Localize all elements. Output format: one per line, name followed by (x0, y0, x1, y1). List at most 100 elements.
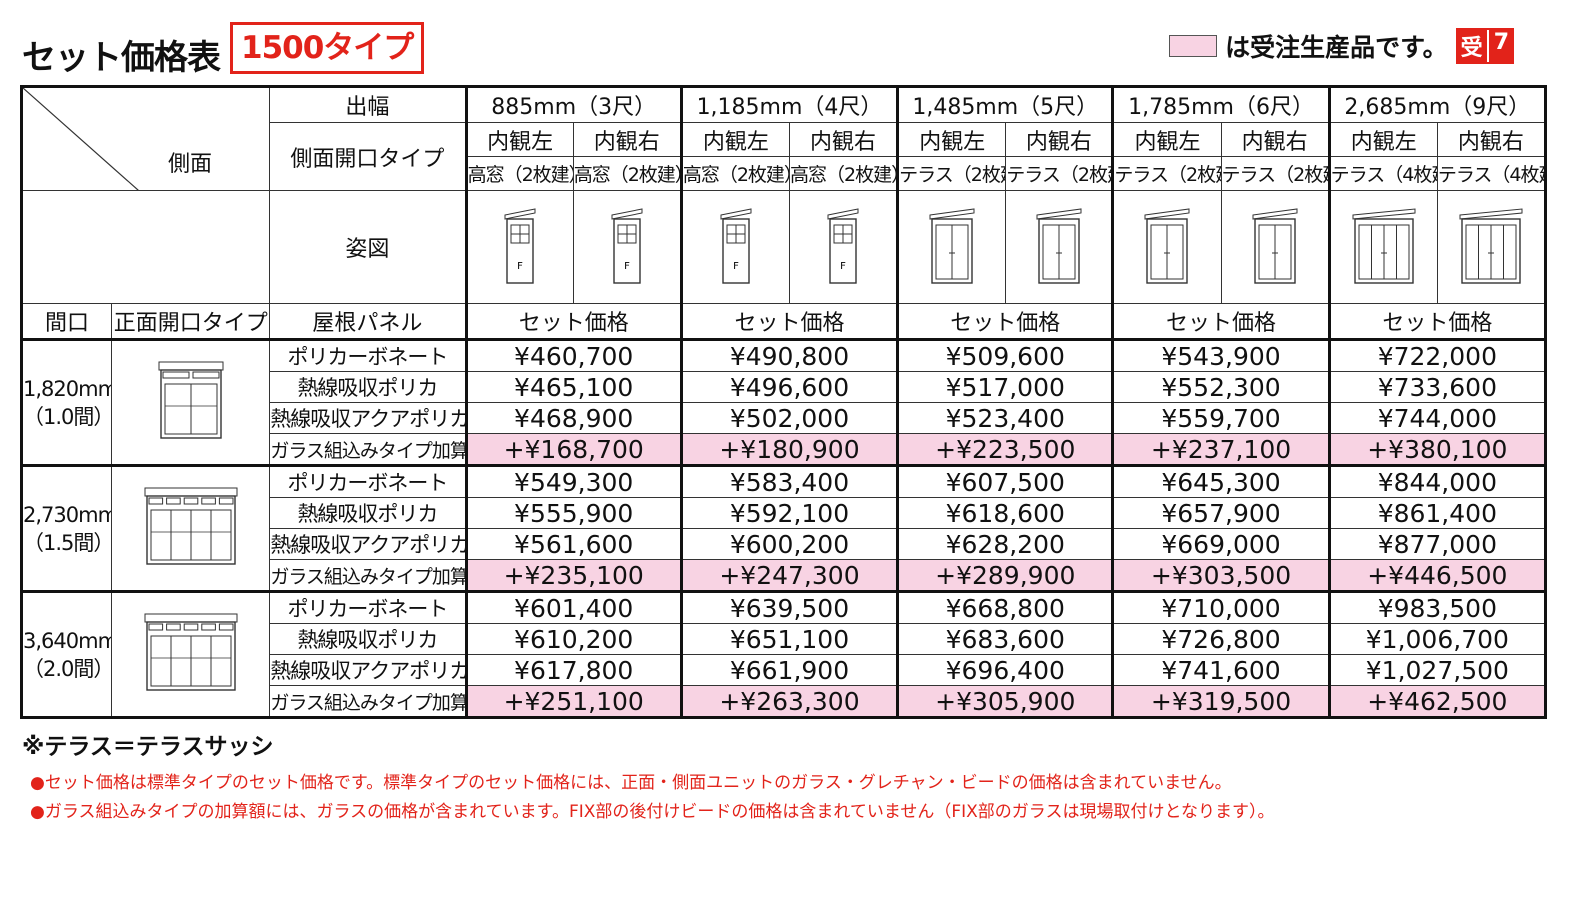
price-cell: +¥235,100 (464, 559, 682, 592)
set-price-header: セット価格 (1327, 303, 1547, 340)
front-elevation-icon (144, 487, 238, 565)
side-type-cell: テラス（2枚建） (896, 156, 1007, 191)
table-row: ガラス組込みタイプ加算額 +¥168,700 +¥180,900 +¥223,500 +… (22, 433, 1547, 466)
price-cell: ¥744,000 (1327, 402, 1547, 434)
table-row: 1,820mm （1.0間） ポリカーボネート ¥460,700 ¥490,800 ¥50… (20, 338, 1547, 466)
page-title: セット価格表 (22, 38, 221, 78)
price-cell: ¥543,900 (1111, 338, 1330, 372)
frontage-mm: 3,640mm (23, 628, 112, 653)
figure-cell (1327, 190, 1438, 304)
price-cell: ¥490,800 (679, 338, 899, 372)
footnote-1: ●セット価格は標準タイプのセット価格です。標準タイプのセット価格には、正面・側面… (30, 773, 1232, 793)
side-type-cell: 高窓（2枚建） (679, 156, 790, 191)
panel-label: 熱線吸収ポリカ (269, 623, 467, 655)
panel-label: ポリカーボネート (269, 590, 467, 624)
width-header-1: 1,185mm（4尺） (679, 86, 899, 123)
price-cell: ¥861,400 (1327, 497, 1547, 529)
terrace-note: ※テラス＝テラスサッシ (22, 734, 274, 760)
price-cell: +¥263,300 (679, 685, 899, 718)
svg-text:F: F (624, 261, 630, 272)
svg-text:F: F (733, 261, 739, 272)
mark-right: 7 (1486, 30, 1509, 62)
price-cell: ¥601,400 (464, 590, 682, 624)
table-row: 熱線吸収アクアポリカ ¥561,600 ¥600,200 ¥628,200 ¥669,0… (22, 528, 1547, 560)
side-elevation-icon (929, 208, 975, 284)
frontage-mm: 2,730mm (23, 502, 112, 527)
side-elevation-icon (1036, 208, 1082, 284)
table-row: 2,730mm （1.5間） ポリカーボネート ¥549,300 ¥583,400 ¥60… (20, 464, 1547, 592)
frontage-ken: （1.0間） (23, 404, 112, 429)
side-cell: 内観左 (679, 122, 790, 157)
panel-label: 熱線吸収アクアポリカ (269, 402, 467, 434)
price-cell: ¥555,900 (464, 497, 682, 529)
price-cell: +¥380,100 (1327, 433, 1547, 466)
panel-label: 熱線吸収アクアポリカ (269, 528, 467, 560)
price-cell: +¥251,100 (464, 685, 682, 718)
side-cell: 内観左 (1111, 122, 1222, 157)
table-row: 3,640mm （2.0間） ポリカーボネート ¥601,400 ¥639,500 ¥66… (20, 590, 1547, 718)
price-cell: ¥523,400 (896, 402, 1114, 434)
side-type-cell: テラス（2枚建） (1005, 156, 1114, 191)
front-figure-cell (111, 338, 271, 466)
figure-cell (1220, 190, 1330, 304)
frontage-cell: 1,820mm （1.0間） (20, 338, 113, 466)
price-cell: ¥610,200 (464, 623, 682, 655)
price-cell: ¥509,600 (896, 338, 1114, 372)
price-cell: ¥502,000 (679, 402, 899, 434)
price-cell: ¥561,600 (464, 528, 682, 560)
diagonal-header-cell: 側面 正面 (20, 86, 271, 191)
panel-label: ポリカーボネート (269, 464, 467, 498)
price-cell: ¥496,600 (679, 371, 899, 403)
svg-text:F: F (840, 261, 846, 272)
width-header-4: 2,685mm（9尺） (1327, 86, 1547, 123)
table-row: 熱線吸収アクアポリカ ¥617,800 ¥661,900 ¥696,400 ¥741,6… (22, 654, 1547, 686)
price-cell: +¥289,900 (896, 559, 1114, 592)
price-cell: ¥552,300 (1111, 371, 1330, 403)
figure-cell: F (679, 190, 790, 304)
price-cell: ¥1,006,700 (1327, 623, 1547, 655)
price-cell: +¥305,900 (896, 685, 1114, 718)
table-row: 熱線吸収ポリカ ¥610,200 ¥651,100 ¥683,600 ¥726,800 ¥… (22, 623, 1547, 655)
figure-blank-cell (20, 190, 271, 304)
price-cell: ¥741,600 (1111, 654, 1330, 686)
side-open-type-header: 側面開口タイプ (269, 122, 467, 191)
price-cell: ¥669,000 (1111, 528, 1330, 560)
figure-cell: F (572, 190, 682, 304)
frontage-header: 間口 (20, 303, 113, 340)
type-badge: 1500タイプ (230, 22, 425, 74)
outward-header: 出幅 (269, 86, 467, 123)
table-row: 熱線吸収ポリカ ¥465,100 ¥496,600 ¥517,000 ¥552,300 ¥… (22, 371, 1547, 403)
side-cell: 内観右 (1436, 122, 1547, 157)
side-elevation-icon: F (504, 208, 536, 284)
price-cell: ¥733,600 (1327, 371, 1547, 403)
front-elevation-icon (144, 613, 238, 691)
side-elevation-icon: F (827, 208, 859, 284)
price-cell: ¥639,500 (679, 590, 899, 624)
side-cell: 内観右 (1005, 122, 1114, 157)
table-row: ガラス組込みタイプ加算額 +¥235,100 +¥247,300 +¥289,900 +… (22, 559, 1547, 592)
panel-label: 熱線吸収アクアポリカ (269, 654, 467, 686)
price-cell: ¥468,900 (464, 402, 682, 434)
price-cell: ¥618,600 (896, 497, 1114, 529)
price-cell: ¥460,700 (464, 338, 682, 372)
price-cell: ¥645,300 (1111, 464, 1330, 498)
price-cell: ¥696,400 (896, 654, 1114, 686)
set-price-header: セット価格 (896, 303, 1114, 340)
price-cell: +¥446,500 (1327, 559, 1547, 592)
price-cell: ¥559,700 (1111, 402, 1330, 434)
legend: は受注生産品です。 受 7 (1169, 28, 1514, 64)
mark-left: 受 (1460, 36, 1483, 61)
price-cell: ¥722,000 (1327, 338, 1547, 372)
side-type-cell: テラス（2枚建） (1111, 156, 1222, 191)
table-row: 熱線吸収アクアポリカ ¥468,900 ¥502,000 ¥523,400 ¥559,7… (22, 402, 1547, 434)
frontage-ken: （1.5間） (23, 530, 112, 555)
front-figure-cell (111, 590, 271, 718)
price-cell: +¥180,900 (679, 433, 899, 466)
price-cell: ¥617,800 (464, 654, 682, 686)
panel-label: ガラス組込みタイプ加算額 (269, 559, 467, 592)
side-cell: 内観右 (572, 122, 682, 157)
price-cell: ¥607,500 (896, 464, 1114, 498)
frontage-mm: 1,820mm (23, 376, 112, 401)
legend-text: は受注生産品です。 (1225, 33, 1448, 62)
side-elevation-icon: F (611, 208, 643, 284)
